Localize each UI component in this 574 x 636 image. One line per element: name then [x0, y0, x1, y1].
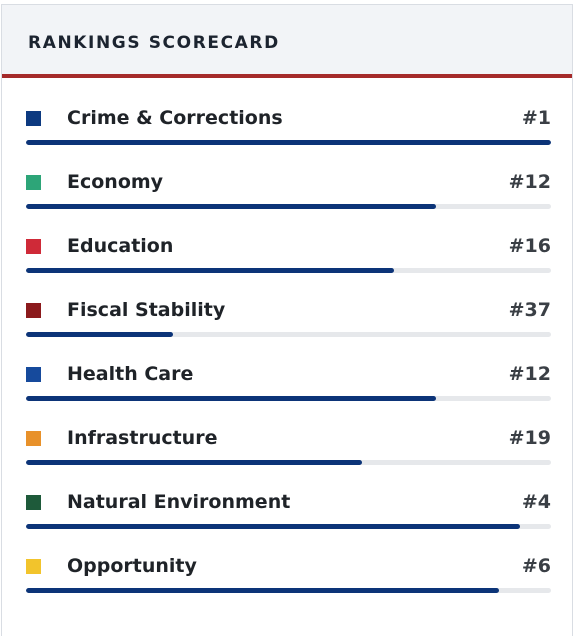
ranking-row-head: Natural Environment #4 — [26, 485, 551, 519]
category-color-swatch — [26, 110, 41, 126]
ranking-row-natural-environment: Natural Environment #4 — [26, 485, 551, 549]
rank-bar-fill — [26, 268, 394, 273]
card-title: RANKINGS SCORECARD — [28, 32, 280, 53]
category-color-swatch — [26, 494, 41, 510]
rank-bar-track — [26, 268, 551, 273]
ranking-row-head: Economy #12 — [26, 165, 551, 199]
category-color-swatch — [26, 238, 41, 254]
ranking-row-education: Education #16 — [26, 229, 551, 293]
rank-bar-fill — [26, 588, 499, 593]
category-label: Health Care — [67, 363, 194, 385]
rank-bar-fill — [26, 524, 520, 529]
rank-bar-track — [26, 524, 551, 529]
rank-value: #1 — [521, 107, 551, 129]
category-label: Education — [67, 235, 174, 257]
category-label: Infrastructure — [67, 427, 218, 449]
rankings-list: Crime & Corrections #1 Economy #12 Educa… — [26, 101, 551, 613]
category-color-swatch — [26, 430, 41, 446]
rankings-scorecard-card: RANKINGS SCORECARD Crime & Corrections #… — [1, 4, 573, 636]
rank-value: #16 — [508, 235, 551, 257]
ranking-row-opportunity: Opportunity #6 — [26, 549, 551, 613]
ranking-row-head: Fiscal Stability #37 — [26, 293, 551, 327]
rank-value: #19 — [508, 427, 551, 449]
category-label: Economy — [67, 171, 164, 193]
category-color-swatch — [26, 366, 41, 382]
category-label: Natural Environment — [67, 491, 291, 513]
ranking-row-head: Opportunity #6 — [26, 549, 551, 583]
category-color-swatch — [26, 558, 41, 574]
ranking-row-health-care: Health Care #12 — [26, 357, 551, 421]
rank-value: #12 — [508, 171, 551, 193]
category-color-swatch — [26, 174, 41, 190]
ranking-row-head: Education #16 — [26, 229, 551, 263]
rank-bar-fill — [26, 396, 436, 401]
rank-bar-track — [26, 396, 551, 401]
ranking-row-infrastructure: Infrastructure #19 — [26, 421, 551, 485]
rank-bar-track — [26, 332, 551, 337]
rank-value: #4 — [521, 491, 551, 513]
rank-bar-track — [26, 204, 551, 209]
ranking-row-head: Health Care #12 — [26, 357, 551, 391]
ranking-row-economy: Economy #12 — [26, 165, 551, 229]
category-label: Opportunity — [67, 555, 197, 577]
ranking-row-crime-corrections: Crime & Corrections #1 — [26, 101, 551, 165]
rank-value: #12 — [508, 363, 551, 385]
rank-bar-track — [26, 460, 551, 465]
rank-value: #6 — [521, 555, 551, 577]
category-label: Crime & Corrections — [67, 107, 283, 129]
card-header: RANKINGS SCORECARD — [2, 5, 572, 78]
rank-bar-fill — [26, 332, 173, 337]
rank-bar-fill — [26, 140, 551, 145]
ranking-row-head: Infrastructure #19 — [26, 421, 551, 455]
rank-bar-fill — [26, 204, 436, 209]
rank-value: #37 — [508, 299, 551, 321]
category-label: Fiscal Stability — [67, 299, 226, 321]
category-color-swatch — [26, 302, 41, 318]
rank-bar-fill — [26, 460, 362, 465]
ranking-row-fiscal-stability: Fiscal Stability #37 — [26, 293, 551, 357]
ranking-row-head: Crime & Corrections #1 — [26, 101, 551, 135]
rank-bar-track — [26, 588, 551, 593]
rank-bar-track — [26, 140, 551, 145]
